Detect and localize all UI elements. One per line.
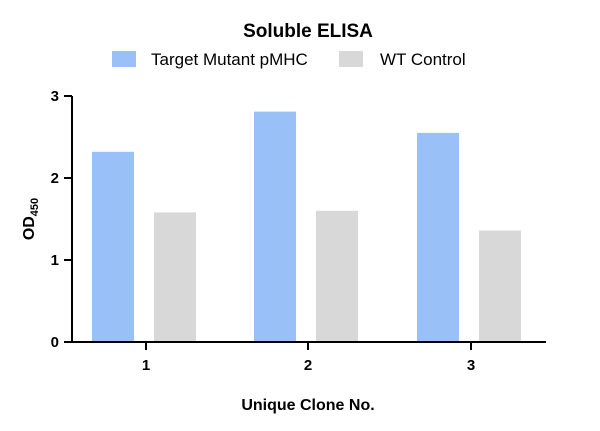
y-tick-label: 3 xyxy=(51,88,59,105)
y-tick-label: 0 xyxy=(51,334,59,351)
legend-label-wt-control: WT Control xyxy=(380,50,466,69)
bar-wt-control-clone-3 xyxy=(479,230,521,342)
bar-target-mutant-pmhc-clone-1 xyxy=(92,151,134,342)
x-tick-label: 3 xyxy=(467,357,475,374)
x-axis-label: Unique Clone No. xyxy=(241,397,374,414)
y-axis-label-main: OD xyxy=(21,216,38,240)
x-axis-ticks: 1 2 3 xyxy=(142,342,475,374)
bar-target-mutant-pmhc-clone-3 xyxy=(417,132,459,342)
y-axis-label: OD450 xyxy=(21,198,41,240)
legend: Target Mutant pMHC WT Control xyxy=(112,50,466,69)
chart-title: Soluble ELISA xyxy=(243,21,373,42)
bar-wt-control-clone-1 xyxy=(154,212,196,342)
x-tick-label: 2 xyxy=(304,357,312,374)
x-tick-label: 1 xyxy=(142,357,150,374)
legend-swatch-target-mutant-pmhc xyxy=(112,51,136,67)
bar-wt-control-clone-2 xyxy=(316,210,358,342)
bar-target-mutant-pmhc-clone-2 xyxy=(254,111,296,342)
y-tick-label: 2 xyxy=(51,170,59,187)
y-tick-label: 1 xyxy=(51,252,59,269)
legend-swatch-wt-control xyxy=(339,51,363,67)
bars-group xyxy=(92,111,521,342)
y-axis-ticks: 0 1 2 3 xyxy=(51,88,72,351)
y-axis-label-subscript: 450 xyxy=(29,198,41,216)
legend-label-target-mutant-pmhc: Target Mutant pMHC xyxy=(151,50,308,69)
